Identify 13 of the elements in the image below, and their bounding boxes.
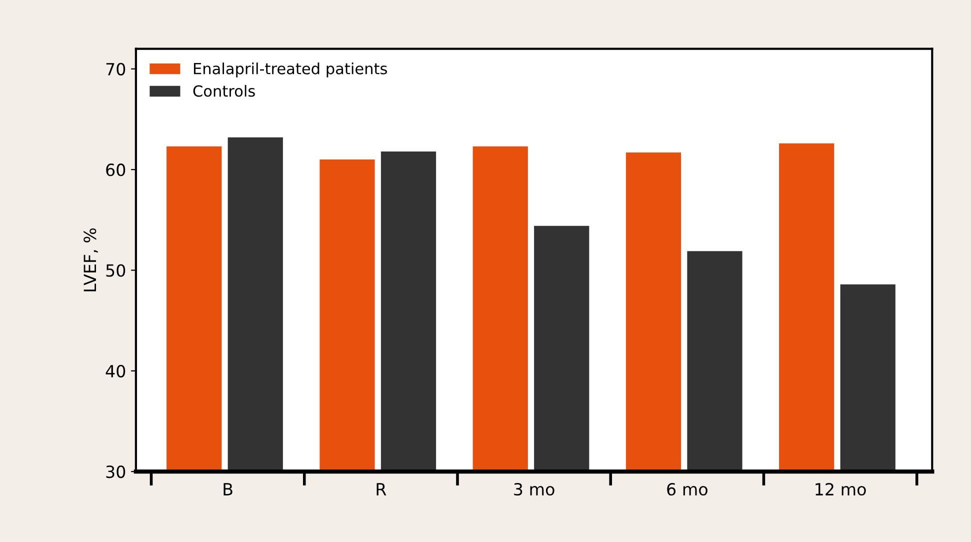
x-tick-label: 12 mo: [816, 482, 866, 496]
y-tick-label: 70: [106, 62, 126, 76]
y-tick-label: 30: [106, 466, 126, 478]
x-tick-label: B: [224, 483, 232, 496]
y-axis-title: LVEF, %: [84, 228, 98, 292]
y-tick-label: 40: [106, 364, 126, 378]
y-tick-label: 50: [106, 264, 126, 277]
legend-label: Controls: [193, 84, 255, 97]
y-tick-label: 60: [106, 164, 126, 176]
x-tick-label: R: [376, 483, 386, 496]
legend-label: Enalapril-treated patients: [194, 62, 387, 78]
x-tick-label: 3 mo: [514, 482, 554, 496]
x-tick-label: 6 mo: [667, 482, 708, 496]
